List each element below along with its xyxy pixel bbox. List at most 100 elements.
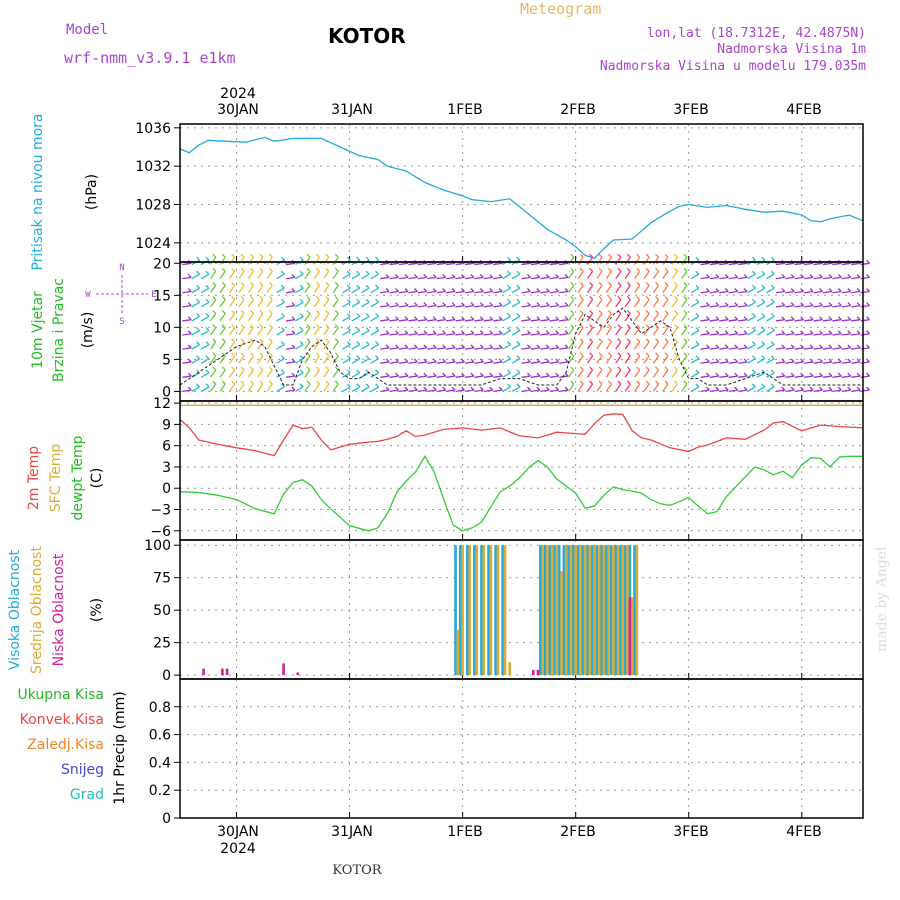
wind-barb [634,256,641,265]
wind-barb-flag [516,256,521,261]
wind-barb [200,301,210,308]
wind-barb-flag [589,296,594,300]
wind-barb-flag [516,341,521,346]
wind-barb-flag [479,288,484,292]
wind-barb-flag [626,380,631,385]
wind-barb-flag [325,310,330,315]
wind-barb [596,369,603,378]
wind-barb-flag [280,270,285,275]
wind-barb-flag [818,302,823,307]
wind-barb [427,319,437,322]
wind-barb-flag [847,372,852,377]
wind-barb-flag [306,380,311,385]
wind-barb-flag [250,310,254,315]
wind-barb [832,333,842,336]
cloud-bar-high_cloud [604,545,608,676]
wind-barb-flag [866,330,871,335]
wind-barb-flag [479,372,484,377]
wind-barb-flag [451,358,456,363]
wind-barb-flag [655,253,660,258]
watermark: made by Angel [874,546,890,652]
wind-barb [671,383,678,392]
wind-barb [822,333,832,336]
bottom-year-label: 2024 [220,841,256,857]
wind-barb-flag [489,358,494,363]
wind-barb-flag [564,288,569,292]
wind-barb-flag [423,330,428,335]
wind-barb [549,262,559,266]
wind-barb-flag [673,281,678,286]
wind-barb [728,262,738,266]
panel-frame [179,539,864,680]
wind-barb [351,344,361,350]
wind-barb [652,327,660,336]
bottom-date-label: 30JAN [217,824,259,840]
wind-barb-flag [231,338,236,343]
wind-barb [813,262,823,266]
wind-barb [332,327,339,336]
wind-barb-flag [856,316,861,321]
wind-barb-flag [413,316,418,321]
wind-barb [671,355,678,364]
wind-key-south: S [119,317,124,327]
wind-barb [493,304,503,308]
wind-barb [832,319,842,322]
wind-barb [389,375,399,378]
wind-barb [380,290,390,294]
wind-barb-flag [299,298,304,303]
wind-barb [738,375,748,378]
wind-barb [389,304,399,308]
wind-barb [785,389,795,393]
wind-barb [313,383,320,392]
wind-barb-flag [259,352,264,357]
cloud-bar-mid_cloud [468,545,471,676]
wind-barb [446,347,456,350]
wind-barb-flag [365,383,370,388]
wind-barb [860,262,870,266]
wind-barb-flag [268,366,273,371]
wind-barb-flag [607,253,612,258]
wind-barb [304,285,311,294]
wind-barb [370,329,379,336]
wind-barb-flag [196,298,201,303]
cloud-bar-high_cloud [600,545,603,676]
series-line-dewpt [179,455,863,532]
wind-barb [370,301,379,308]
wind-barb-flag [280,298,285,303]
wind-barb-flag [413,344,418,349]
wind-barb-flag [636,296,641,300]
wind-barb [502,386,511,392]
wind-barb [747,315,756,322]
wind-barb [775,347,785,350]
wind-barb [841,361,851,364]
wind-barb [700,290,710,294]
wind-barb [313,256,320,265]
panel-frame [179,678,864,819]
wind-barb [389,262,399,266]
wind-barb-flag [196,355,201,360]
wind-barb-flag [423,372,428,377]
wind-barb-flag [196,270,201,275]
wind-barb-flag [498,372,503,377]
wind-barb [398,319,409,322]
wind-barb [483,361,493,364]
wind-barb [247,256,254,265]
wind-barb-flag [715,344,720,349]
wind-barb [681,383,688,392]
wind-barb-flag [598,253,603,258]
wind-barb [342,358,351,364]
wind-barb-flag [724,330,729,335]
wind-barb [822,304,832,308]
wind-barb [586,299,594,308]
wind-barb [785,333,795,336]
t2m-label: 2m Temp [26,446,42,510]
wind-barb [266,355,273,364]
wind-barb-flag [395,302,399,307]
wind-barb [398,333,409,336]
wind-barb [700,276,710,280]
wind-barb [304,355,311,364]
wind-barb [295,344,304,350]
wind-barb-flag [221,253,226,258]
wind-barb [804,375,814,378]
precip-legend-hail: Grad [70,787,104,803]
